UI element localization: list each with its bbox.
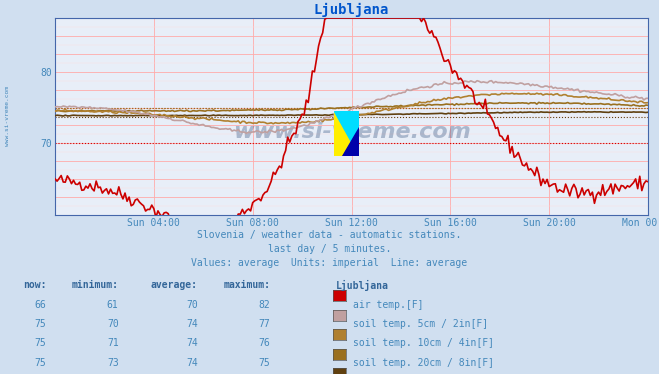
Text: soil temp. 5cm / 2in[F]: soil temp. 5cm / 2in[F] xyxy=(353,319,488,329)
Text: 71: 71 xyxy=(107,338,119,349)
Polygon shape xyxy=(333,111,358,156)
Text: soil temp. 20cm / 8in[F]: soil temp. 20cm / 8in[F] xyxy=(353,358,494,368)
Text: maximum:: maximum: xyxy=(223,280,270,290)
Text: last day / 5 minutes.: last day / 5 minutes. xyxy=(268,244,391,254)
Text: soil temp. 10cm / 4in[F]: soil temp. 10cm / 4in[F] xyxy=(353,338,494,349)
Text: 74: 74 xyxy=(186,338,198,349)
Text: 76: 76 xyxy=(258,338,270,349)
Text: average:: average: xyxy=(151,280,198,290)
Text: minimum:: minimum: xyxy=(72,280,119,290)
Text: 82: 82 xyxy=(258,300,270,310)
Text: 75: 75 xyxy=(34,358,46,368)
Text: Ljubljana: Ljubljana xyxy=(336,280,389,291)
Text: 74: 74 xyxy=(186,319,198,329)
Text: 74: 74 xyxy=(186,358,198,368)
Text: www.si-vreme.com: www.si-vreme.com xyxy=(233,122,471,142)
Text: 75: 75 xyxy=(258,358,270,368)
Text: now:: now: xyxy=(22,280,46,290)
Text: 75: 75 xyxy=(34,338,46,349)
Text: www.si-vreme.com: www.si-vreme.com xyxy=(5,86,11,147)
Text: Slovenia / weather data - automatic stations.: Slovenia / weather data - automatic stat… xyxy=(197,230,462,240)
Polygon shape xyxy=(343,127,358,156)
Title: Ljubljana: Ljubljana xyxy=(314,3,389,17)
Text: 66: 66 xyxy=(34,300,46,310)
Text: 61: 61 xyxy=(107,300,119,310)
Text: 70: 70 xyxy=(186,300,198,310)
Text: Values: average  Units: imperial  Line: average: Values: average Units: imperial Line: av… xyxy=(191,258,468,269)
Text: 70: 70 xyxy=(107,319,119,329)
Text: 77: 77 xyxy=(258,319,270,329)
Text: 73: 73 xyxy=(107,358,119,368)
Text: air temp.[F]: air temp.[F] xyxy=(353,300,423,310)
Text: 75: 75 xyxy=(34,319,46,329)
Polygon shape xyxy=(333,111,358,156)
